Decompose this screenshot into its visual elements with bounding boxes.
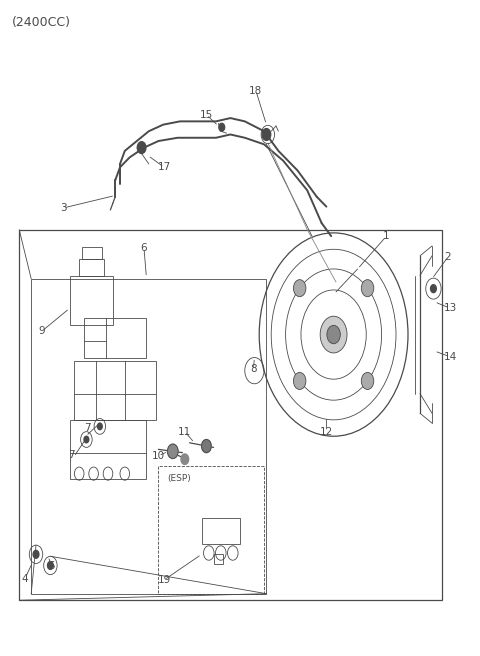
Bar: [84, 318, 146, 358]
Bar: [158, 466, 264, 594]
Text: 4: 4: [22, 573, 28, 584]
Text: 13: 13: [444, 303, 457, 314]
Text: 14: 14: [444, 352, 457, 362]
Circle shape: [33, 550, 39, 558]
Bar: [19, 230, 442, 600]
Text: 1: 1: [383, 231, 390, 241]
Circle shape: [202, 440, 211, 453]
Text: 6: 6: [141, 243, 147, 253]
Text: 10: 10: [152, 451, 165, 461]
Circle shape: [262, 129, 271, 140]
Circle shape: [181, 454, 189, 464]
Circle shape: [137, 142, 146, 154]
Bar: [70, 276, 113, 325]
Bar: [202, 518, 240, 544]
Circle shape: [168, 444, 178, 459]
Text: 5: 5: [48, 561, 55, 571]
Circle shape: [293, 373, 306, 390]
Text: 8: 8: [250, 364, 257, 375]
Circle shape: [361, 279, 374, 297]
Circle shape: [266, 132, 270, 137]
Text: (ESP): (ESP): [167, 474, 191, 483]
Bar: [214, 554, 223, 564]
Text: 19: 19: [157, 575, 171, 585]
Text: 7: 7: [68, 449, 74, 460]
Bar: [79, 259, 104, 276]
Text: 17: 17: [157, 162, 171, 173]
Circle shape: [361, 373, 374, 390]
Text: 9: 9: [38, 326, 45, 337]
Text: 18: 18: [249, 85, 263, 96]
Text: 11: 11: [178, 426, 192, 437]
Bar: [74, 361, 156, 420]
Circle shape: [431, 285, 436, 293]
Circle shape: [48, 562, 53, 569]
Circle shape: [84, 436, 89, 443]
Text: 3: 3: [60, 203, 67, 213]
Text: 7: 7: [84, 423, 91, 434]
Circle shape: [327, 325, 340, 344]
Circle shape: [293, 279, 306, 297]
Bar: [82, 247, 102, 259]
Circle shape: [97, 423, 102, 430]
Circle shape: [320, 316, 347, 353]
Text: 12: 12: [320, 426, 333, 437]
Bar: [70, 420, 146, 479]
Text: (2400CC): (2400CC): [12, 16, 71, 30]
Circle shape: [219, 123, 225, 131]
Text: 15: 15: [200, 110, 213, 120]
Bar: [31, 279, 266, 594]
Text: 2: 2: [444, 252, 451, 262]
